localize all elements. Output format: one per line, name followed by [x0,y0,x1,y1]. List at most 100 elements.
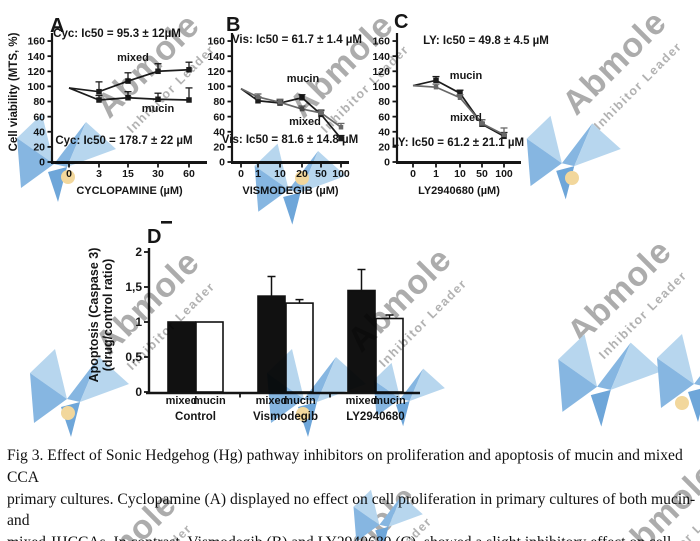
bar-mixed [167,321,196,393]
x-tick-label: 15 [122,168,134,180]
series-label-mucin: mucin [287,73,320,85]
series-label-mixed: mixed [117,52,149,64]
y-tick-label: 60 [213,111,225,123]
y-tick-label: 0 [39,157,45,169]
data-point [299,106,305,112]
x-tick-label: 0 [410,168,416,180]
y-tick-label: 60 [33,111,45,123]
ic50-annotation-top: Vis: Ic50 = 61.7 ± 1.4 µM [232,34,362,46]
y-tick-label: 0 [219,157,225,169]
panel-letter: A [50,15,64,37]
y-tick-label: 160 [27,36,45,48]
y-tick-label: 80 [378,96,390,108]
data-point [433,77,439,84]
group-label: Control [175,411,216,423]
data-point [433,84,439,90]
y-tick-label: 100 [372,81,390,93]
x-tick-label: 100 [495,168,513,180]
caption-line-3: mixed-IHCCAs. In contrast, Vismodegib (B… [7,532,699,541]
data-point [255,98,261,104]
y-tick-label: 1,5 [125,280,142,294]
panel-letter: C [394,11,408,33]
y-tick-label: 40 [33,126,45,138]
y-axis-title-line2: (drug/control ratio) [101,259,115,372]
y-tick-label: 100 [207,81,225,93]
ic50-annotation-top: LY: Ic50 = 49.8 ± 4.5 µM [423,35,549,47]
bar-mixed [347,289,376,393]
figure-caption: Fig 3. Effect of Sonic Hedgehog (Hg) pat… [7,445,699,541]
y-tick-label: 160 [207,36,225,48]
data-point [501,132,507,138]
bar-sublabel: mucin [193,395,226,407]
ic50-annotation-bottom: Cyc: Ic50 = 178.7 ± 22 µM [55,135,192,147]
x-tick-label: 10 [454,168,466,180]
bar-mixed [257,295,286,393]
y-tick-label: 0,5 [125,350,142,364]
y-tick-label: 40 [378,126,390,138]
bar-mucin [285,302,314,393]
caption-line-1: Fig 3. Effect of Sonic Hedgehog (Hg) pat… [7,447,683,486]
bar-sublabel: mucin [373,395,406,407]
data-point [255,94,261,100]
x-tick-label: 3 [96,168,102,180]
series-label-mucin: mucin [142,103,175,115]
panel-d: D 0 0,5 1 1,5 2 Apoptosis (Caspase 3) (drug/con… [87,221,420,423]
x-axis-title: LY2940680 (µM) [418,185,500,197]
ic50-annotation-bottom: LY: Ic50 = 61.2 ± 21.1 µM [392,137,524,149]
y-tick-label: 1 [135,315,142,329]
y-tick-label: 120 [372,66,390,78]
group-label: LY2940680 [346,411,404,423]
x-tick-label: 50 [315,168,327,180]
series-mucin [68,87,193,103]
y-tick-label: 0 [384,157,390,169]
x-tick-label: 100 [332,168,350,180]
series-mixed [68,61,193,95]
series-line [240,87,342,128]
y-tick-label: 140 [207,51,225,63]
bar-mucin [375,317,404,393]
x-tick-label: 1 [255,168,261,180]
y-tick-label: 120 [27,66,45,78]
x-axis-title: CYCLOPAMINE (µM) [76,185,183,197]
x-tick-label: 0 [238,168,244,180]
x-axis-title: VISMODEGIB (µM) [242,185,339,197]
bar-mucin [195,321,224,393]
data-point [155,96,161,103]
y-tick-label: 160 [372,36,390,48]
panel-letter: D [147,226,161,248]
y-tick-label: 80 [33,96,45,108]
panel-c: 0 20 40 60 80 100 120 140 160 0 1 10 50 100 LY2940680 … [372,11,548,197]
y-tick-label: 60 [378,111,390,123]
series-mixed [412,83,508,138]
x-tick-label: 50 [476,168,488,180]
series-label-mixed: mixed [450,112,482,124]
y-tick-label: 140 [372,51,390,63]
panel-letter: B [226,14,240,36]
x-tick-label: 10 [274,168,286,180]
data-point [277,100,283,105]
y-tick-label: 20 [378,142,390,154]
data-point [125,78,131,84]
data-point [457,95,463,100]
y-axis-title-line1: Apoptosis (Caspase 3) [87,248,101,383]
data-point [125,94,131,101]
ic50-annotation-bottom: Vis: Ic50 = 81.6 ± 14.8 µM [222,134,358,146]
x-tick-label: 20 [296,168,308,180]
data-point [186,67,192,73]
y-tick-label: 120 [207,66,225,78]
y-tick-label: 80 [213,96,225,108]
bar-sublabel: mixed [166,395,198,407]
y-axis-title: Cell viability (MTS, %) [8,32,20,151]
caption-line-2: primary cultures. Cyclopamine (A) displa… [7,490,696,530]
data-point [96,97,102,103]
x-tick-label: 60 [183,168,195,180]
panel-letter-bar [161,221,172,224]
x-tick-label: 30 [152,168,164,180]
y-tick-label: 2 [135,245,142,259]
x-tick-label: 0 [66,168,72,180]
data-point [479,121,485,126]
